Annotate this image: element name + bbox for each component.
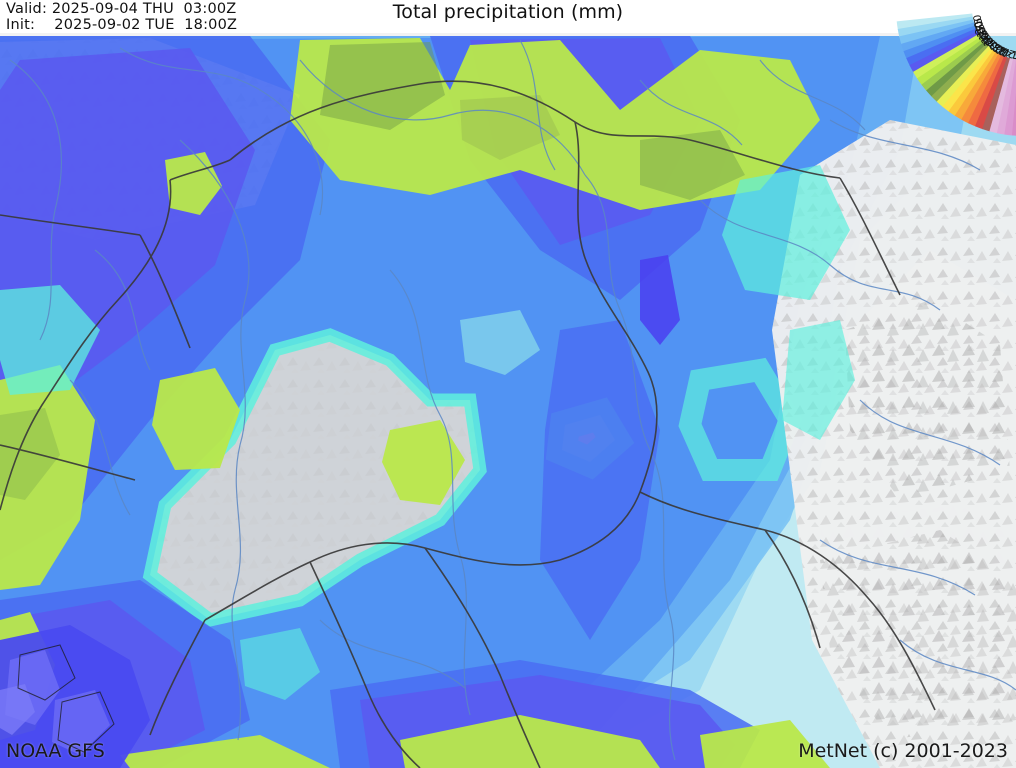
precip-detail-cells xyxy=(0,165,855,700)
legend-wedge[interactable] xyxy=(931,43,989,103)
legend-wedge[interactable] xyxy=(917,36,983,86)
legend-tick-label: 200 xyxy=(972,14,987,36)
legend-wedge[interactable] xyxy=(901,22,976,52)
legend-wedge[interactable] xyxy=(942,48,994,112)
legend-tick-label: 8 xyxy=(997,43,1009,57)
legend-wedge[interactable] xyxy=(936,46,992,108)
country-borders xyxy=(0,80,936,768)
legend-tick-label: 2 xyxy=(1006,47,1016,61)
legend-tick-label: 4 xyxy=(1003,46,1014,60)
legend-tick-label: 1 xyxy=(1010,48,1016,61)
legend-wedge[interactable] xyxy=(921,39,985,92)
legend-wedge[interactable] xyxy=(903,25,977,59)
legend-wedge[interactable] xyxy=(989,58,1014,134)
legend-wedge[interactable] xyxy=(996,58,1016,135)
precip-terrain-shading xyxy=(0,42,745,500)
legend-wedge[interactable] xyxy=(909,31,980,73)
legend-tick-label: 0.5 xyxy=(1013,48,1016,63)
legend-tick-label: 175 xyxy=(972,17,988,39)
init-time-label: Init: 2025-09-02 TUE 18:00Z xyxy=(6,17,238,33)
legend-wedge[interactable] xyxy=(897,16,974,38)
legend-tick-label: 6 xyxy=(1000,44,1012,58)
precip-contour-30 xyxy=(0,38,830,768)
dry-core-carpathians xyxy=(772,120,1016,768)
legend-wedge[interactable] xyxy=(968,54,1005,127)
header-band: Valid: 2025-09-04 THU 03:00Z Init: 2025-… xyxy=(0,0,1016,33)
legend-wedge[interactable] xyxy=(961,53,1002,124)
legend-wedges[interactable] xyxy=(896,13,1016,136)
legend-wedge[interactable] xyxy=(1011,60,1016,136)
model-credit: NOAA GFS xyxy=(6,740,105,762)
legend-wedge[interactable] xyxy=(948,49,997,117)
legend-wedge[interactable] xyxy=(906,28,978,66)
copyright-credit: MetNet (c) 2001-2023 xyxy=(798,740,1008,762)
legend-wedge[interactable] xyxy=(1004,59,1016,136)
legend-tick-label: 50 xyxy=(979,29,996,47)
legend-tick-label: 150 xyxy=(973,19,990,42)
legend-wedge[interactable] xyxy=(954,51,999,120)
legend-wedge[interactable] xyxy=(896,13,973,30)
legend-fan[interactable]: 2001751501251007550403025201510864210.50… xyxy=(846,0,1016,190)
adriatic-sea xyxy=(0,625,150,768)
legend-wedge[interactable] xyxy=(926,41,987,97)
legend-tick-label: 75 xyxy=(977,27,994,44)
legend-wedge[interactable] xyxy=(975,56,1008,130)
page-title: Total precipitation (mm) xyxy=(392,1,624,23)
valid-time-label: Valid: 2025-09-04 THU 03:00Z xyxy=(6,1,237,17)
color-scale-legend[interactable]: 2001751501251007550403025201510864210.50… xyxy=(846,0,1016,190)
legend-wedge[interactable] xyxy=(913,33,981,79)
river-network xyxy=(9,39,1016,761)
legend-wedge[interactable] xyxy=(899,19,975,45)
legend-tick-labels: 2001751501251007550403025201510864210.50… xyxy=(972,14,1016,63)
legend-wedge[interactable] xyxy=(982,57,1011,132)
